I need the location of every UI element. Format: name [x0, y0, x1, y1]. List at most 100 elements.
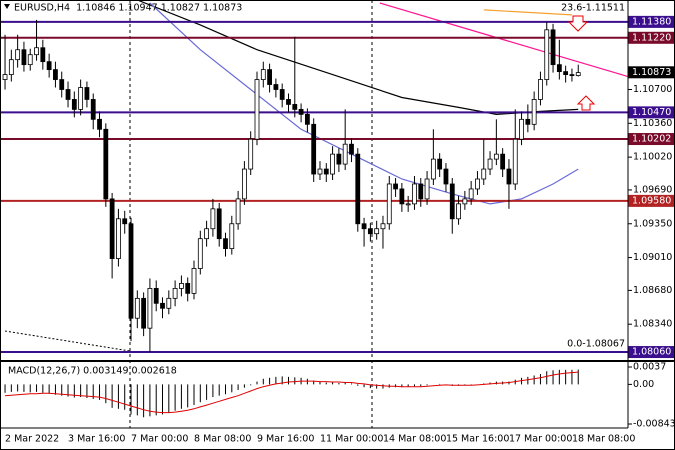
candle-body: [298, 108, 304, 115]
candle-body: [519, 118, 524, 140]
candle-body: [160, 302, 165, 309]
candle-body: [563, 71, 569, 75]
x-tick-label: 18 Mar 08:00: [572, 434, 635, 445]
candle-body: [336, 153, 342, 165]
candle-body: [330, 153, 335, 175]
level-label-box: [628, 194, 675, 207]
level-label: 1.09580: [632, 195, 671, 206]
background-layer: [4, 0, 373, 428]
x-tick-label: 3 Mar 16:00: [68, 434, 125, 445]
candle-body: [216, 208, 222, 240]
candle-body: [128, 223, 134, 319]
x-tick-label: 17 Mar 00:00: [509, 434, 572, 445]
candle-body: [367, 228, 373, 235]
candle-body: [361, 223, 367, 230]
candle-body: [481, 168, 487, 180]
signal-line: [4, 371, 579, 414]
candle-body: [40, 47, 46, 63]
candle-body: [342, 143, 348, 165]
candle-body: [179, 283, 184, 289]
candle-body: [512, 138, 518, 185]
candle-body: [317, 168, 323, 175]
symbol-icon: [4, 4, 10, 9]
annotation: 0.0-1.08067: [567, 339, 625, 350]
x-tick-label: 15 Mar 16:00: [446, 434, 509, 445]
level-label: 1.11220: [632, 32, 671, 43]
candle-body: [468, 188, 474, 200]
candle-body: [103, 128, 109, 200]
candle-body: [304, 113, 310, 125]
macd-panel: 0.0037 0.00 -0.008434 2 Mar 2022 3 Mar 16:00…: [4, 362, 675, 445]
candle-body: [531, 99, 537, 125]
last-price-box: [628, 66, 675, 79]
candle-body: [506, 168, 512, 185]
y-tick-label: -0.008434: [633, 419, 675, 430]
overlay-line: [483, 9, 572, 16]
y-tick-label: 1.10360: [633, 118, 672, 129]
x-tick-label: 7 Mar 00:00: [131, 434, 188, 445]
candle-body: [355, 153, 361, 225]
y-tick-label: 1.09690: [633, 184, 672, 195]
candle-body: [399, 188, 405, 205]
x-tick-label: 11 Mar 00:00: [320, 434, 383, 445]
level-label: 1.11380: [632, 16, 671, 27]
arrow-up: [576, 95, 596, 111]
candle-body: [21, 49, 27, 66]
y-tick-label: 1.08680: [633, 285, 672, 296]
candle-body: [443, 168, 449, 185]
level-label: 1.10470: [632, 107, 671, 118]
candle-body: [279, 89, 285, 100]
candle-body: [437, 158, 443, 170]
y-tick-label: 0.0037: [633, 362, 666, 373]
y-tick-label: 1.10020: [633, 152, 672, 163]
candle-body: [393, 183, 398, 190]
candle-body: [153, 287, 159, 304]
candle-body: [166, 297, 172, 309]
candle-body: [412, 183, 417, 205]
candle-body: [538, 79, 543, 100]
level-label: 1.10202: [632, 134, 671, 145]
candle-body: [254, 79, 260, 140]
candle-body: [386, 183, 392, 225]
candle-body: [134, 297, 140, 319]
macd-label: MACD(12,26,7) 0.003149 0.002618: [8, 366, 177, 377]
candle-body: [323, 168, 329, 175]
y-tick-label: 1.09010: [633, 252, 672, 263]
y-tick-label: 1.10700: [633, 84, 672, 95]
candle-body: [292, 104, 298, 110]
candle-body: [53, 69, 58, 80]
candle-body: [405, 203, 411, 206]
candle-body: [15, 49, 21, 61]
candle-body: [374, 228, 380, 235]
candle-body: [210, 208, 216, 230]
candle-body: [311, 123, 317, 175]
candle-body: [500, 153, 506, 170]
level-label-box: [628, 15, 675, 28]
x-tick-label: 14 Mar 08:00: [383, 434, 446, 445]
candle-body: [462, 198, 468, 205]
level-label-box: [628, 346, 675, 359]
candle-body: [27, 54, 33, 66]
candle-body: [449, 183, 455, 220]
candle-body: [46, 61, 52, 71]
candle-body: [204, 228, 210, 240]
candle-body: [122, 218, 128, 225]
candle-body: [380, 223, 386, 230]
candle-body: [109, 198, 115, 259]
candle-body: [116, 218, 121, 259]
overlay-line: [379, 2, 629, 78]
candle-body: [59, 79, 65, 90]
candle-body: [544, 29, 550, 80]
candle-body: [475, 178, 480, 190]
candle-body: [141, 297, 147, 329]
x-tick-label: 2 Mar 2022: [5, 434, 59, 445]
candle-body: [487, 158, 493, 170]
chart-title: EURUSD,H4 1.10846 1.10947 1.10827 1.1087…: [14, 3, 242, 14]
candle-body: [71, 99, 77, 110]
candle-body: [493, 153, 499, 160]
x-tick-label: 9 Mar 16:00: [257, 434, 314, 445]
candle-body: [575, 72, 581, 76]
x-tick-label: 8 Mar 08:00: [194, 434, 251, 445]
candle-body: [569, 74, 575, 76]
